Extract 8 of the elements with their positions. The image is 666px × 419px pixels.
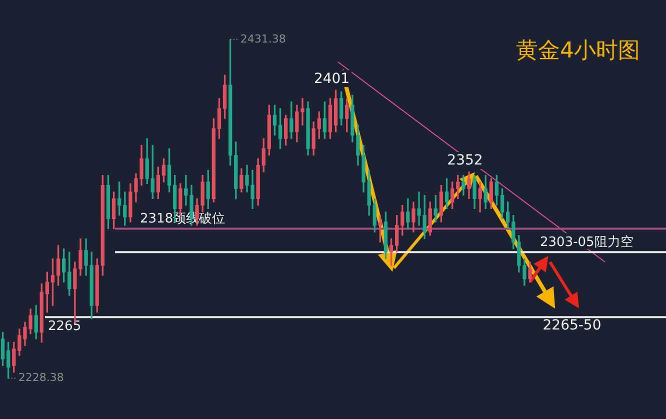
ref-line-label: 2303-05阻力空: [540, 234, 634, 250]
annotation: 2265-50: [542, 318, 602, 334]
annotation: 2431.38: [240, 32, 286, 46]
ref-line-label: 2265: [48, 319, 82, 334]
annotation: 2352: [447, 152, 483, 169]
annotation: 2228.38: [18, 371, 64, 384]
text: 黄金4小时图: [516, 38, 640, 64]
annotation: 2401: [314, 70, 350, 87]
